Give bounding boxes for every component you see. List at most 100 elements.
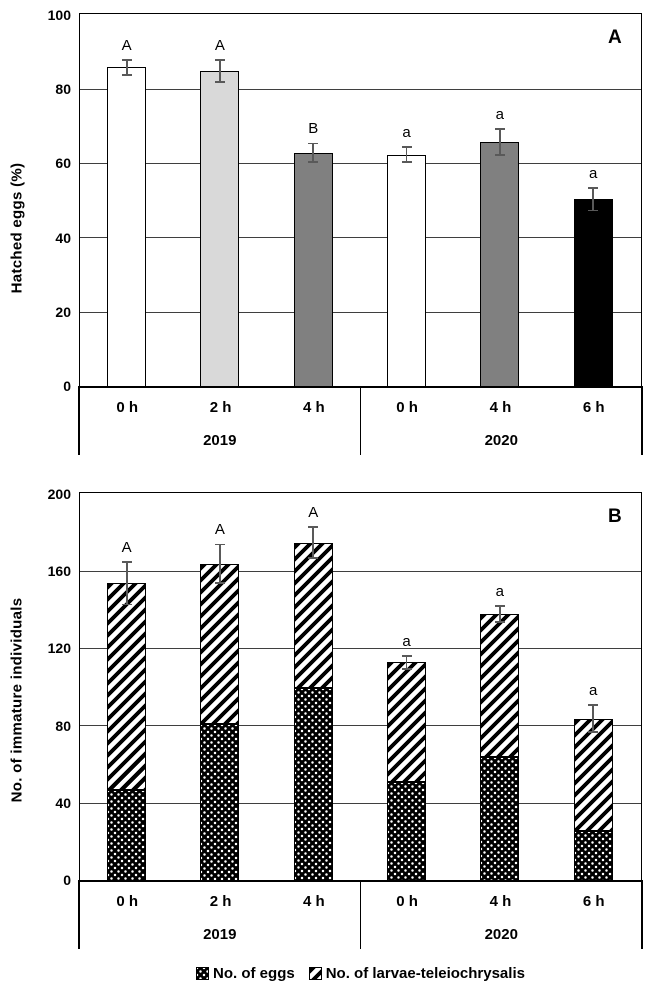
error-bar-line [498,128,501,155]
y-tick-label: 0 [63,872,71,889]
category-axis-divider [641,882,643,949]
panel-a-label: A [608,27,622,48]
group-year-label: 2020 [484,926,518,943]
y-tick-label: 40 [55,795,71,812]
significance-letter: A [214,36,225,54]
error-bar-line [592,705,595,733]
error-bar-cap [308,526,319,528]
gridline [80,237,641,239]
error-bar-line [312,527,315,559]
x-tick-label: 0 h [116,893,139,910]
error-bar-cap [308,557,319,559]
error-bar-line [405,655,408,670]
x-tick-label: 4 h [303,399,325,416]
category-axis-divider [78,882,80,949]
panel-a-y-axis-title: Hatched eggs (%) [8,162,26,294]
bar-segment-hatch [480,614,520,758]
gridline [80,647,641,649]
x-tick-label: 6 h [582,399,605,416]
error-bar-cap [121,561,132,563]
error-bar-cap [494,127,505,130]
x-tick-label: 0 h [116,399,139,416]
error-bar-cap [308,161,319,163]
error-bar-cap [401,668,412,671]
error-bar-cap [121,73,132,76]
error-bar-cap [588,731,599,733]
error-bar-cap [494,620,505,623]
legend-swatch-hatch [308,966,322,980]
x-tick-label: 2 h [209,399,232,416]
error-bar-line [498,606,501,622]
significance-letter: a [588,165,598,183]
error-bar-cap [401,146,412,149]
y-tick-label: 80 [55,717,71,734]
gridline [80,725,641,727]
error-bar-cap [401,654,412,657]
y-tick-label: 160 [47,562,71,579]
category-axis-divider [78,388,80,455]
bar-segment-dots [387,782,427,881]
gridline [80,311,641,313]
gridline [80,162,641,164]
bar-segment-dots [293,687,333,881]
error-bar-cap [214,81,225,84]
bar [573,199,613,387]
error-bar-cap [214,543,225,546]
error-bar-cap [121,603,132,606]
bar-segment-hatch [293,542,333,688]
group-year-label: 2019 [203,432,237,449]
x-tick-label: 4 h [303,893,325,910]
error-bar-cap [494,605,505,608]
error-bar-cap [588,704,599,706]
error-bar-cap [308,142,319,145]
bar-segment-dots [107,790,147,881]
legend: No. of eggs No. of larvae-teleiochrysalis [79,962,642,984]
error-bar-cap [214,582,225,585]
error-bar-cap [214,58,225,61]
error-bar-cap [588,187,599,189]
bar-segment-dots [480,757,520,881]
error-bar-line [592,188,595,211]
y-tick-label: 200 [47,485,71,502]
error-bar-line [125,59,128,75]
significance-letter: a [588,682,598,700]
significance-letter: a [402,124,411,142]
significance-letter: A [308,504,319,522]
significance-letter: B [308,120,319,138]
x-axis-line [78,385,643,388]
bar-segment-hatch [387,662,427,783]
legend-item: No. of eggs [196,965,295,982]
legend-item: No. of larvae-teleiochrysalis [308,965,525,982]
category-axis-divider [641,388,643,455]
y-tick-label: 20 [55,304,71,321]
x-tick-label: 2 h [209,893,232,910]
y-tick-label: 100 [47,6,71,23]
y-tick-label: 120 [47,640,71,657]
bar [387,154,427,387]
significance-letter: A [121,36,132,54]
bar [293,152,333,387]
error-bar-line [405,147,408,163]
x-tick-label: 6 h [582,893,605,910]
error-bar-cap [588,209,599,212]
y-tick-label: 0 [63,378,71,395]
y-tick-label: 60 [55,155,71,172]
significance-letter: A [214,521,225,539]
error-bar-line [125,561,128,605]
error-bar-line [312,143,315,163]
bar [480,141,520,387]
x-tick-label: 4 h [489,893,512,910]
error-bar-line [219,59,221,83]
error-bar-line [219,544,221,584]
significance-letter: a [402,632,411,650]
significance-letter: A [121,538,132,556]
bar-segment-dots [573,830,613,881]
bar-segment-hatch [200,563,240,725]
x-tick-label: 4 h [489,399,512,416]
bar-segment-dots [200,724,240,881]
category-axis-divider [359,388,362,455]
gridline [80,802,641,804]
panel-b-y-axis-title: No. of immature individuals [8,597,26,803]
